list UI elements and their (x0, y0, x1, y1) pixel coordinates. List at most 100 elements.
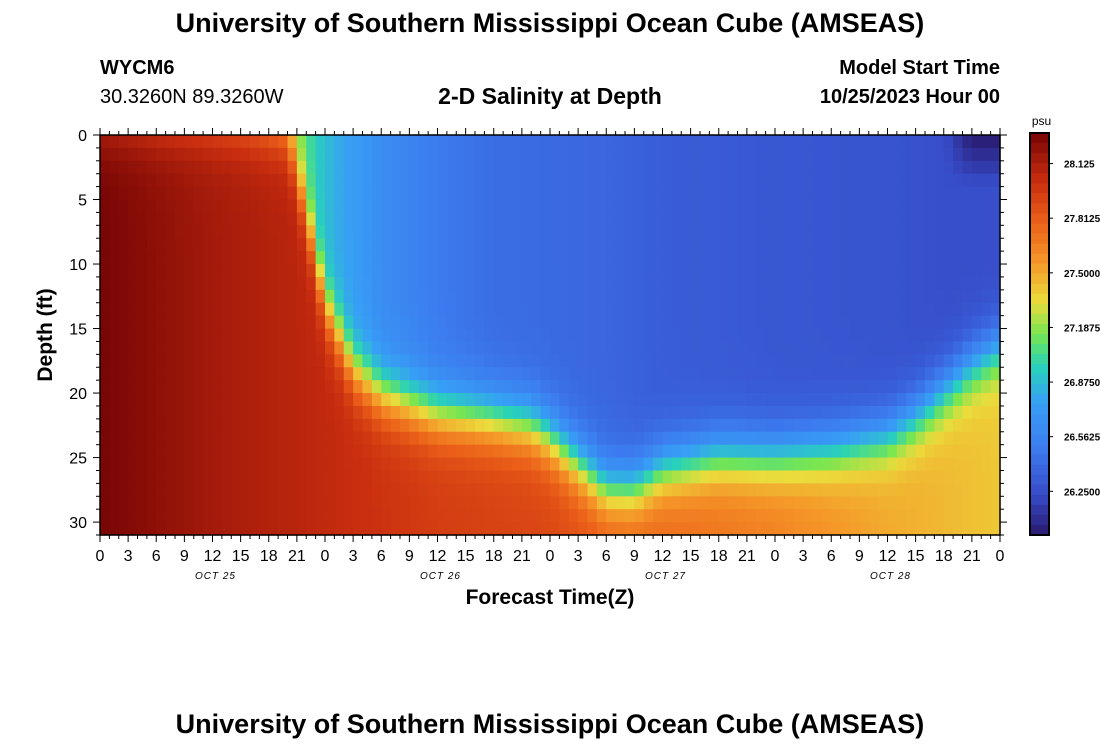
heatmap-cell (475, 367, 485, 381)
heatmap-cell (625, 367, 635, 381)
heatmap-cell (221, 341, 232, 355)
x-tick-label: 9 (405, 548, 414, 565)
heatmap-cell (521, 509, 532, 523)
heatmap-cell (100, 276, 110, 291)
colorbar-segment (1030, 143, 1049, 154)
heatmap-cell (100, 147, 110, 162)
heatmap-cell (709, 354, 720, 368)
heatmap-cell (493, 522, 504, 536)
heatmap-cell (390, 496, 401, 510)
heatmap-cell (934, 470, 945, 484)
heatmap-cell (306, 431, 317, 446)
heatmap-cell (390, 160, 401, 175)
heatmap-cell (700, 483, 710, 497)
heatmap-cell (943, 405, 954, 420)
heatmap-cell (203, 199, 214, 214)
heatmap-cell (156, 328, 167, 343)
heatmap-cell (587, 135, 598, 149)
heatmap-cell (531, 264, 542, 278)
heatmap-cell (812, 315, 823, 330)
heatmap-cell (606, 251, 617, 265)
heatmap-cell (971, 522, 982, 536)
heatmap-cell (437, 367, 448, 381)
heatmap-cell (915, 238, 926, 252)
heatmap-cell (990, 212, 1001, 226)
heatmap-cell (278, 367, 289, 381)
heatmap-cell (784, 393, 795, 407)
heatmap-cell (606, 354, 617, 368)
heatmap-cell (615, 367, 626, 381)
heatmap-cell (118, 431, 129, 446)
heatmap-cell (578, 522, 589, 536)
heatmap-cell (175, 457, 185, 472)
heatmap-cell (671, 315, 682, 330)
heatmap-cell (296, 367, 307, 381)
heatmap-cell (568, 328, 579, 343)
colorbar-segment (1030, 374, 1049, 385)
heatmap-cell (465, 470, 476, 484)
heatmap-cell (737, 315, 748, 330)
heatmap-cell (475, 457, 485, 472)
x-tick-label: 21 (963, 548, 981, 565)
heatmap-cell (287, 444, 298, 459)
heatmap-cell (512, 496, 523, 510)
heatmap-cell (728, 522, 739, 536)
heatmap-cell (943, 509, 954, 523)
heatmap-cell (887, 135, 898, 149)
heatmap-cell (325, 418, 335, 433)
heatmap-cell (137, 470, 148, 484)
heatmap-cell (437, 418, 448, 433)
heatmap-cell (146, 393, 157, 407)
heatmap-cell (212, 251, 223, 265)
heatmap-cell (118, 302, 129, 317)
heatmap-cell (334, 470, 345, 484)
heatmap-cell (625, 418, 635, 433)
heatmap-cell (278, 393, 289, 407)
heatmap-cell (503, 431, 514, 446)
heatmap-cell (493, 147, 504, 162)
heatmap-cell (906, 483, 917, 497)
heatmap-cell (615, 225, 626, 239)
heatmap-cell (540, 212, 551, 226)
heatmap-cell (718, 496, 729, 510)
heatmap-cell (690, 418, 701, 433)
heatmap-cell (934, 380, 945, 394)
heatmap-cell (259, 470, 270, 484)
heatmap-cell (578, 315, 589, 330)
heatmap-cell (437, 522, 448, 536)
heatmap-cell (981, 522, 992, 536)
heatmap-cell (578, 418, 589, 433)
heatmap-cell (446, 405, 457, 420)
heatmap-cell (325, 354, 335, 368)
heatmap-cell (493, 354, 504, 368)
heatmap-cell (981, 341, 992, 355)
heatmap-cell (915, 431, 926, 446)
heatmap-cell (540, 160, 551, 175)
heatmap-cell (484, 431, 495, 446)
heatmap-cell (775, 522, 785, 536)
heatmap-cell (653, 393, 664, 407)
heatmap-cell (531, 457, 542, 472)
heatmap-cell (465, 276, 476, 291)
heatmap-cell (596, 418, 607, 433)
heatmap-cell (137, 276, 148, 291)
heatmap-cell (934, 393, 945, 407)
heatmap-cell (418, 225, 429, 239)
heatmap-cell (812, 380, 823, 394)
heatmap-cell (634, 186, 645, 201)
heatmap-cell (400, 251, 410, 265)
heatmap-cell (390, 483, 401, 497)
heatmap-cell (493, 135, 504, 149)
heatmap-cell (381, 238, 392, 252)
heatmap-cell (643, 135, 654, 149)
heatmap-cell (775, 302, 785, 317)
heatmap-cell (503, 289, 514, 304)
heatmap-cell (803, 315, 814, 330)
heatmap-cell (325, 380, 335, 394)
heatmap-cell (934, 431, 945, 446)
heatmap-cell (690, 160, 701, 175)
heatmap-cell (784, 457, 795, 472)
heatmap-cell (831, 418, 842, 433)
heatmap-cell (306, 186, 317, 201)
heatmap-cell (915, 289, 926, 304)
